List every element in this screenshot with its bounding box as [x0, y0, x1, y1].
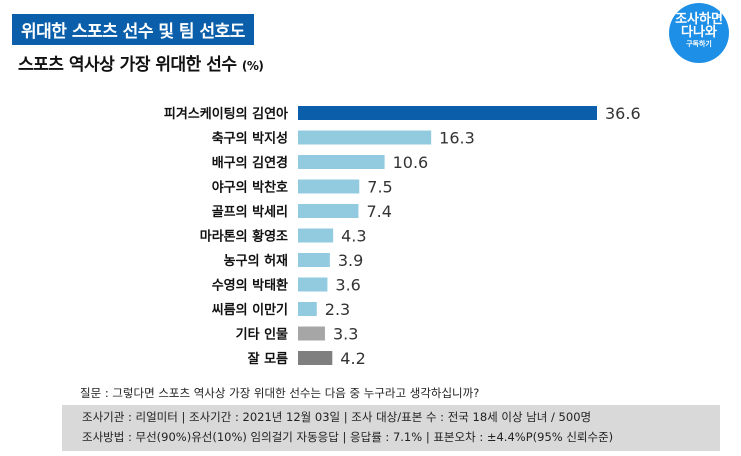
category-label: 잘 모름	[248, 352, 288, 367]
bar	[298, 106, 597, 120]
category-label: 씨름의 이만기	[212, 302, 288, 318]
category-label: 기타 인물	[236, 327, 288, 343]
value-label: 7.4	[366, 202, 391, 221]
page-title: 위대한 스포츠 선수 및 팀 선호도	[12, 14, 254, 45]
value-label: 7.5	[367, 178, 392, 197]
bar	[298, 130, 432, 145]
value-label: 3.6	[335, 276, 360, 295]
category-label: 수영의 박태환	[212, 278, 288, 294]
bar	[298, 228, 334, 243]
survey-question: 질문 : 그렇다면 스포츠 역사상 가장 위대한 선수는 다음 중 누구라고 생…	[80, 386, 480, 400]
value-label: 3.3	[333, 325, 358, 344]
bar	[298, 253, 330, 267]
category-label: 농구의 허재	[224, 253, 288, 269]
bar	[298, 277, 328, 292]
bar	[298, 179, 360, 194]
category-label: 축구의 박지성	[212, 131, 288, 147]
survey-info-line-1: 조사기관 : 리얼미터 | 조사기간 : 2021년 12월 03일 | 조사 …	[82, 410, 592, 424]
logo-text: 조사하면 다나와	[675, 12, 723, 40]
value-label: 3.9	[338, 251, 363, 270]
bar	[298, 204, 359, 218]
chart-subtitle: 스포츠 역사상 가장 위대한 선수	[18, 55, 237, 75]
survey-info-box: 조사기관 : 리얼미터 | 조사기간 : 2021년 12월 03일 | 조사 …	[62, 405, 720, 451]
logo-subscribe: 구독하기	[686, 40, 712, 48]
category-label: 마라톤의 황영조	[200, 229, 288, 245]
category-label: 피겨스케이팅의 김연아	[164, 106, 288, 122]
chart-title: 스포츠 역사상 가장 위대한 선수 (%)	[18, 50, 264, 75]
value-label: 4.3	[341, 227, 366, 246]
category-label: 배구의 김연경	[212, 155, 288, 171]
value-label: 10.6	[393, 153, 429, 172]
value-label: 4.2	[340, 349, 365, 368]
bar	[298, 326, 325, 341]
value-label: 16.3	[439, 129, 475, 148]
bar	[298, 351, 333, 365]
value-label: 36.6	[605, 104, 641, 123]
survey-info-line-2: 조사방법 : 무선(90%)유선(10%) 임의걸기 자동응답 | 응답률 : …	[82, 430, 614, 444]
category-label: 야구의 박찬호	[212, 180, 288, 196]
channel-logo: 조사하면 다나와 구독하기	[669, 3, 729, 63]
bar	[298, 302, 317, 316]
bar	[298, 155, 385, 169]
unit-label: (%)	[241, 59, 264, 73]
category-label: 골프의 박세리	[212, 204, 288, 220]
bar-chart: 피겨스케이팅의 김연아 36.6 축구의 박지성 16.3 배구의 김연경 10.6 야구의…	[164, 104, 641, 368]
value-label: 2.3	[325, 300, 350, 319]
